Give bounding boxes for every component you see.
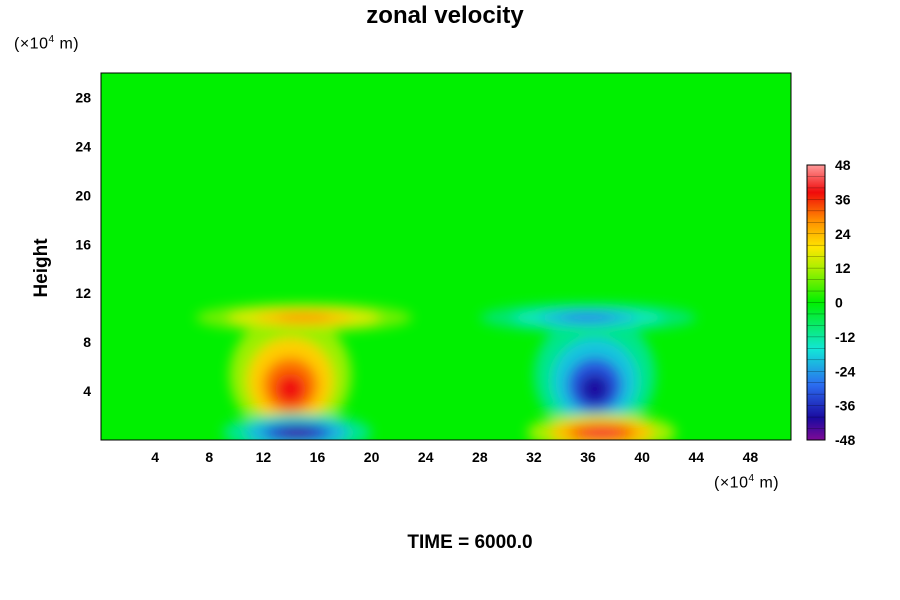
x-tick-label: 28 [472,449,488,465]
y-tick-label: 28 [75,89,91,105]
plot-frame [100,72,792,441]
y-tick-label: 8 [83,334,91,350]
field-contour-2-0 [278,427,316,438]
colorbar-tick-label: 12 [835,260,851,276]
x-tick-label: 40 [634,449,650,465]
colorbar-tick-label: 0 [835,295,843,311]
colorbar-tick-label: 36 [835,191,851,207]
y-tick-label: 20 [75,187,91,203]
x-tick-label: 16 [310,449,326,465]
x-tick-label: 12 [256,449,272,465]
y-tick-label: 12 [75,285,91,301]
x-tick-label: 36 [580,449,596,465]
field-contour-0-0 [275,373,306,405]
field-contour-3-0 [582,427,621,438]
x-tick-label: 48 [743,449,759,465]
plot-background [101,73,791,440]
x-tick-label: 20 [364,449,380,465]
colorbar-tick-label: -24 [835,363,855,379]
colorbar-tick-label: -12 [835,329,855,345]
y-tick-label: 4 [83,383,91,399]
x-tick-label: 32 [526,449,542,465]
field-blobs [195,302,697,440]
chart-title: zonal velocity [366,2,524,29]
colorbar-tick-label: -36 [835,398,855,414]
y-tick-label: 24 [75,138,91,154]
field-contour-4-0 [276,313,331,322]
colorbar-tick-label: 24 [835,226,851,242]
colorbar-tick-label: 48 [835,157,851,173]
x-axis-unit: (×104 m) [714,473,780,492]
time-label: TIME = 6000.0 [407,532,533,553]
y-axis-unit: (×104 m) [14,34,80,53]
y-tick-label: 16 [75,236,91,252]
x-tick-label: 24 [418,449,434,465]
x-tick-label: 44 [689,449,705,465]
field-contour-1-0 [579,373,611,405]
x-tick-label: 8 [205,449,213,465]
x-tick-label: 4 [151,449,159,465]
colorbar-tick-label: -48 [835,432,855,448]
field-contour-5-0 [561,313,616,322]
